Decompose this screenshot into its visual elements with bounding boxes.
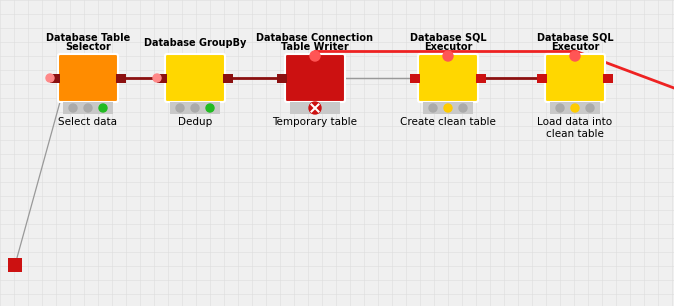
Bar — [476, 73, 486, 83]
Circle shape — [191, 104, 199, 112]
Circle shape — [571, 104, 579, 112]
Text: Selector: Selector — [65, 42, 111, 52]
Circle shape — [556, 104, 564, 112]
Circle shape — [429, 104, 437, 112]
Text: Table Writer: Table Writer — [281, 42, 349, 52]
Circle shape — [443, 51, 453, 61]
Bar — [550, 102, 600, 114]
Text: Executor: Executor — [551, 42, 599, 52]
Circle shape — [310, 51, 320, 61]
Text: Dedup: Dedup — [178, 117, 212, 127]
Circle shape — [459, 104, 467, 112]
Bar — [170, 102, 220, 114]
Bar — [537, 73, 547, 83]
Bar — [410, 73, 420, 83]
Circle shape — [69, 104, 77, 112]
FancyBboxPatch shape — [418, 54, 478, 102]
Circle shape — [206, 104, 214, 112]
FancyBboxPatch shape — [285, 54, 345, 102]
Text: Database SQL: Database SQL — [410, 33, 487, 43]
Bar — [423, 102, 473, 114]
Circle shape — [99, 104, 107, 112]
Bar — [8, 258, 22, 272]
Text: Select data: Select data — [59, 117, 117, 127]
Text: Load data into
clean table: Load data into clean table — [537, 117, 613, 139]
Circle shape — [586, 104, 594, 112]
Bar — [157, 73, 167, 83]
Bar — [290, 102, 340, 114]
Text: Database Table: Database Table — [46, 33, 130, 43]
Circle shape — [84, 104, 92, 112]
FancyBboxPatch shape — [165, 54, 225, 102]
Circle shape — [153, 74, 161, 82]
Circle shape — [176, 104, 184, 112]
Bar — [277, 73, 287, 83]
Circle shape — [444, 104, 452, 112]
Circle shape — [309, 102, 321, 114]
Text: Executor: Executor — [424, 42, 472, 52]
FancyBboxPatch shape — [58, 54, 118, 102]
FancyBboxPatch shape — [545, 54, 605, 102]
Bar — [116, 73, 126, 83]
Bar — [50, 73, 60, 83]
Text: Temporary table: Temporary table — [272, 117, 357, 127]
Text: Database GroupBy: Database GroupBy — [144, 38, 246, 48]
Bar — [63, 102, 113, 114]
Text: Create clean table: Create clean table — [400, 117, 496, 127]
Text: Database SQL: Database SQL — [537, 33, 613, 43]
Bar — [603, 73, 613, 83]
Bar — [223, 73, 233, 83]
Circle shape — [570, 51, 580, 61]
Circle shape — [46, 74, 54, 82]
Text: Database Connection: Database Connection — [257, 33, 373, 43]
